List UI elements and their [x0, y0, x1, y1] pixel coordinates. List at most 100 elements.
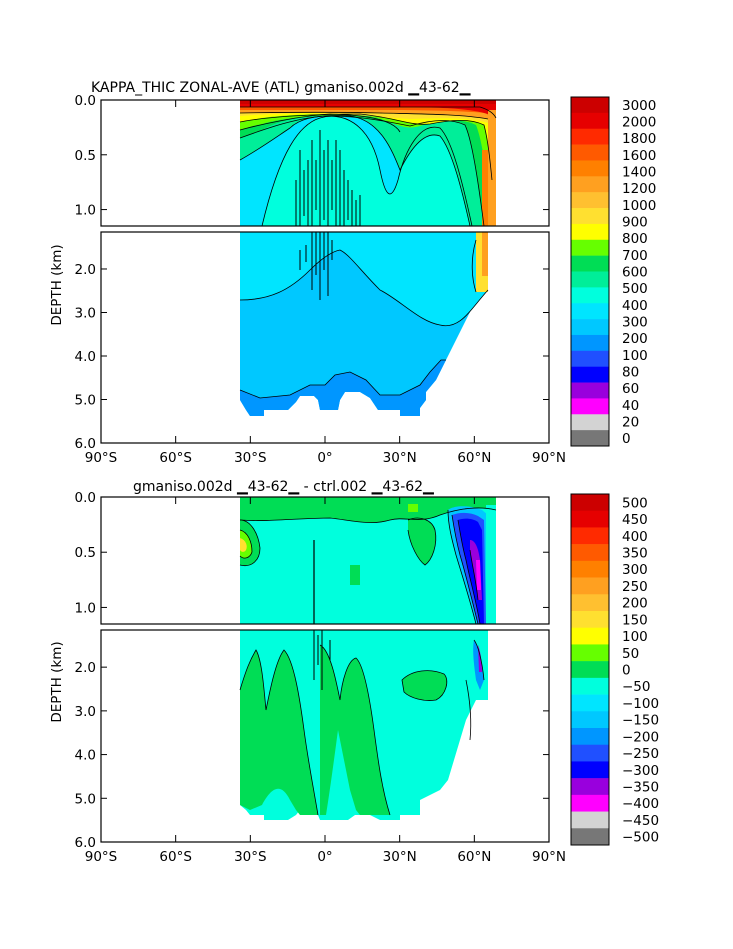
- x-tick-label: 60°S: [159, 849, 192, 865]
- colorbar-label: 0: [622, 663, 631, 679]
- x-tick-label: 60°N: [457, 849, 491, 865]
- colorbar-label: 350: [622, 546, 648, 562]
- panel-1-upper-field: [239, 100, 497, 226]
- colorbar-label: −300: [622, 763, 659, 779]
- colorbar-label: 250: [622, 579, 648, 595]
- panel-2-x-axis: 90°S 60°S 30°S 0° 30°N 60°N 90°N: [85, 497, 566, 865]
- colorbar-label: 80: [622, 364, 639, 380]
- colorbar-swatch: [571, 694, 609, 712]
- colorbar-label: 1200: [622, 181, 656, 197]
- colorbar-swatch: [571, 144, 609, 161]
- colorbar-label: −250: [622, 746, 659, 762]
- colorbar-label: −50: [622, 679, 651, 695]
- colorbar-label: 0: [622, 431, 631, 447]
- colorbar-label: 1400: [622, 165, 656, 181]
- colorbar-label: −200: [622, 729, 659, 745]
- colorbar-swatch: [571, 728, 609, 746]
- colorbar-swatch: [571, 208, 609, 225]
- panel-2-y-label: DEPTH (km): [49, 641, 65, 722]
- panel-2-title: gmaniso.002d ▁43-62▁ - ctrl.002 ▁43-62▁: [133, 479, 434, 495]
- panel-1-lower-field: [239, 232, 489, 416]
- colorbar-swatch: [571, 287, 609, 304]
- colorbar-swatch: [571, 577, 609, 595]
- panel-2-colorbar: 500450400350300250200150100500−50−100−15…: [570, 493, 659, 846]
- colorbar-swatch: [571, 271, 609, 288]
- colorbar-swatch: [571, 303, 609, 320]
- x-tick-label: 90°S: [85, 450, 118, 466]
- y-tick-label: 2.0: [75, 660, 96, 676]
- colorbar-swatch: [571, 97, 609, 114]
- colorbar-label: −400: [622, 796, 659, 812]
- x-tick-label: 30°N: [383, 849, 417, 865]
- colorbar-swatch: [571, 544, 609, 562]
- colorbar-label: 450: [622, 512, 648, 528]
- colorbar-label: 900: [622, 215, 648, 231]
- colorbar-label: 2000: [622, 115, 656, 131]
- colorbar-label: 20: [622, 414, 639, 430]
- panel-2-upper-field: [239, 497, 497, 624]
- colorbar-frame: [570, 493, 610, 846]
- colorbar-swatch: [571, 239, 609, 256]
- colorbar-swatch: [571, 414, 609, 431]
- x-tick-label: 60°N: [457, 450, 491, 466]
- y-tick-label: 1.0: [75, 203, 96, 219]
- colorbar-label: 800: [622, 231, 648, 247]
- colorbar-label: 700: [622, 248, 648, 264]
- colorbar-swatch: [571, 398, 609, 415]
- x-tick-label: 90°N: [532, 849, 566, 865]
- colorbar-label: 100: [622, 629, 648, 645]
- colorbar-swatch: [571, 811, 609, 829]
- colorbar-swatch: [571, 430, 609, 447]
- colorbar-swatch: [571, 160, 609, 177]
- panel-1-colorbar: 3000200018001600140012001000900800700600…: [570, 96, 656, 447]
- x-tick-label: 60°S: [159, 450, 192, 466]
- colorbar-label: 50: [622, 646, 639, 662]
- colorbar-swatch: [571, 711, 609, 729]
- colorbar-swatch: [571, 560, 609, 578]
- colorbar-label: 1800: [622, 131, 656, 147]
- colorbar-swatch: [571, 334, 609, 352]
- colorbar-swatch: [571, 223, 609, 241]
- colorbar-label: 1600: [622, 148, 656, 164]
- colorbar-swatch: [571, 319, 609, 336]
- colorbar-label: −500: [622, 830, 659, 846]
- y-tick-label: 3.0: [75, 704, 96, 720]
- colorbar-label: 300: [622, 314, 648, 330]
- y-tick-label: 3.0: [75, 305, 96, 321]
- colorbar-label: −450: [622, 813, 659, 829]
- colorbar-label: 400: [622, 529, 648, 545]
- panel-1-title: KAPPA_THIC ZONAL-AVE (ATL) gmaniso.002d …: [91, 80, 471, 96]
- colorbar-label: 60: [622, 381, 639, 397]
- colorbar-swatch: [571, 611, 609, 629]
- colorbar-label: 40: [622, 398, 639, 414]
- x-tick-label: 0°: [317, 849, 332, 865]
- colorbar-swatch: [571, 794, 609, 812]
- colorbar-swatch: [571, 527, 609, 545]
- colorbar-label: 400: [622, 298, 648, 314]
- y-tick-label: 4.0: [75, 748, 96, 764]
- colorbar-swatch: [571, 350, 609, 367]
- colorbar-swatch: [571, 382, 609, 399]
- y-tick-label: 0.0: [75, 93, 96, 109]
- y-tick-label: 4.0: [75, 349, 96, 365]
- colorbar-label: 200: [622, 331, 648, 347]
- y-tick-label: 0.0: [75, 490, 96, 506]
- colorbar-swatch: [571, 112, 609, 130]
- panel-1-y-axis: 0.0 0.5 1.0 2.0 3.0 4.0 5.0 6.0: [75, 93, 549, 452]
- x-tick-label: 0°: [317, 450, 332, 466]
- colorbar-swatch: [571, 128, 609, 145]
- colorbar-label: −100: [622, 696, 659, 712]
- x-tick-label: 90°S: [85, 849, 118, 865]
- colorbar-swatch: [571, 661, 609, 679]
- colorbar-swatch: [571, 761, 609, 779]
- x-tick-label: 90°N: [532, 450, 566, 466]
- colorbar-label: −150: [622, 713, 659, 729]
- panel-2-y-axis: 0.0 0.5 1.0 2.0 3.0 4.0 5.0 6.0: [75, 490, 549, 851]
- panel-1-y-label: DEPTH (km): [49, 244, 65, 325]
- colorbar-swatch: [571, 778, 609, 796]
- y-tick-label: 5.0: [75, 791, 96, 807]
- colorbar-swatch: [571, 510, 609, 528]
- x-tick-label: 30°S: [234, 849, 267, 865]
- colorbar-swatch: [571, 828, 609, 846]
- panel-2: gmaniso.002d ▁43-62▁ - ctrl.002 ▁43-62▁: [49, 479, 659, 865]
